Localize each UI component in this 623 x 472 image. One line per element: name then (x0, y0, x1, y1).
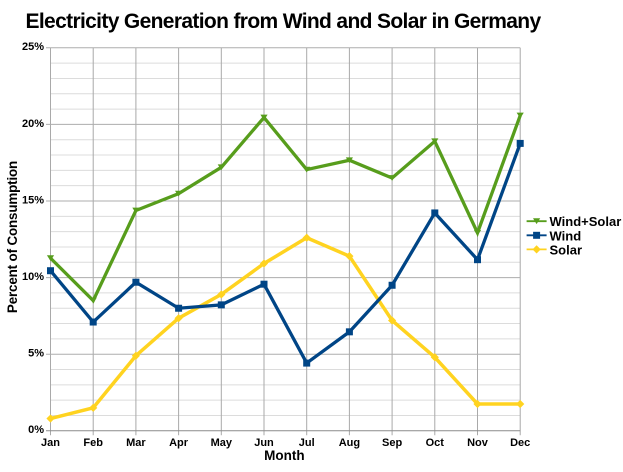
svg-text:Apr: Apr (169, 437, 189, 449)
svg-text:Aug: Aug (339, 437, 360, 449)
svg-text:May: May (211, 437, 233, 449)
svg-text:Jun: Jun (254, 437, 274, 449)
svg-text:Solar: Solar (550, 242, 583, 257)
svg-text:Oct: Oct (426, 437, 445, 449)
svg-text:Sep: Sep (382, 437, 402, 449)
svg-text:0%: 0% (28, 424, 44, 436)
svg-text:20%: 20% (22, 118, 44, 130)
svg-text:Month: Month (264, 448, 304, 463)
svg-text:Feb: Feb (83, 437, 103, 449)
svg-text:Jul: Jul (299, 437, 315, 449)
svg-text:Percent of Consumption: Percent of Consumption (5, 161, 20, 313)
svg-text:25%: 25% (22, 41, 44, 53)
svg-text:15%: 15% (22, 194, 44, 206)
svg-text:Dec: Dec (510, 437, 530, 449)
svg-text:Nov: Nov (467, 437, 489, 449)
svg-text:Wind+Solar: Wind+Solar (550, 214, 622, 229)
svg-text:10%: 10% (22, 271, 44, 283)
svg-text:Electricity Generation from Wi: Electricity Generation from Wind and Sol… (26, 10, 542, 33)
svg-text:Mar: Mar (126, 437, 146, 449)
svg-text:Jan: Jan (41, 437, 60, 449)
svg-text:5%: 5% (28, 348, 44, 360)
svg-text:Wind: Wind (550, 228, 582, 243)
